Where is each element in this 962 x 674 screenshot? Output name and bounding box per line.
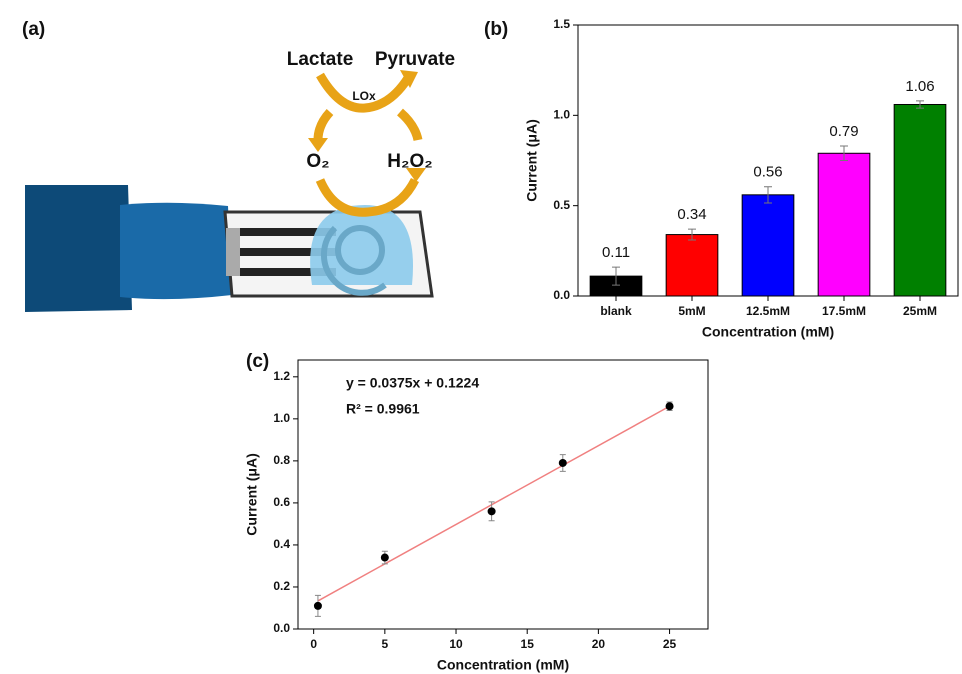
x-tick-label: 0 (310, 637, 317, 651)
y-tick-label: 0.8 (273, 453, 290, 467)
data-point (488, 507, 496, 515)
bar (742, 195, 794, 296)
cable (25, 185, 132, 312)
data-point (381, 554, 389, 562)
value-label: 0.34 (677, 206, 706, 223)
product-label: Pyruvate (375, 49, 455, 70)
value-label: 1.06 (905, 78, 934, 95)
electrode-contact (226, 228, 240, 276)
value-label: 0.79 (829, 123, 858, 140)
x-tick-label: 12.5mM (746, 304, 790, 318)
x-tick-label: 20 (592, 637, 606, 651)
y-axis-label: Current (μA) (524, 119, 540, 201)
bar (666, 235, 718, 296)
y-tick-label: 0.5 (553, 198, 570, 212)
value-label: 0.56 (753, 164, 782, 181)
y-tick-label: 1.5 (553, 17, 570, 31)
coproduct-label: H₂O₂ (387, 151, 432, 172)
sensor-illustration: Lactate Pyruvate LOx O₂ H₂O₂ (25, 49, 455, 312)
y-tick-label: 0.6 (273, 495, 290, 509)
data-point (666, 402, 674, 410)
data-point (559, 459, 567, 467)
x-tick-label: 5mM (678, 304, 705, 318)
bar-chart: 0.0 0.5 1.0 1.5 Concentration (mM) Current (μ… (524, 17, 958, 340)
y-tick-label: 0.0 (273, 621, 290, 635)
cosubstrate-label: O₂ (306, 151, 329, 172)
fit-line (318, 406, 670, 601)
x-tick-label: blank (600, 304, 632, 318)
bar (818, 153, 870, 296)
y-axis-label: Current (μA) (244, 453, 260, 535)
y-tick-label: 0.4 (273, 537, 290, 551)
panel-label: (b) (484, 19, 508, 40)
substrate-label: Lactate (287, 49, 354, 70)
connector (120, 203, 232, 299)
y-tick-label: 0.0 (553, 288, 570, 302)
y-tick-label: 1.0 (273, 411, 290, 425)
panel-label: (a) (22, 19, 45, 40)
enzyme-label: LOx (352, 89, 376, 103)
figure: Lactate Pyruvate LOx O₂ H₂O₂ (a) (b) (c)… (0, 0, 962, 674)
x-tick-label: 5 (381, 637, 388, 651)
scatter-chart: 0.0 0.2 0.4 0.6 0.8 1.0 1.2 Concentration (mM) C… (244, 360, 708, 673)
bar (894, 104, 946, 296)
arrow-head (308, 138, 328, 152)
panel-label: (c) (246, 351, 269, 372)
y-tick-label: 1.2 (273, 369, 290, 383)
data-point (314, 602, 322, 610)
x-tick-label: 15 (521, 637, 535, 651)
y-tick-label: 0.2 (273, 579, 290, 593)
fit-r-squared: R² = 0.9961 (346, 401, 420, 417)
x-tick-label: 25 (663, 637, 677, 651)
x-tick-label: 10 (449, 637, 463, 651)
x-tick-label: 17.5mM (822, 304, 866, 318)
x-axis-label: Concentration (mM) (702, 324, 834, 340)
value-label: 0.11 (602, 244, 630, 261)
y-tick-label: 1.0 (553, 108, 570, 122)
x-tick-label: 25mM (903, 304, 937, 318)
fit-equation: y = 0.0375x + 0.1224 (346, 375, 479, 391)
x-axis-label: Concentration (mM) (437, 657, 569, 673)
